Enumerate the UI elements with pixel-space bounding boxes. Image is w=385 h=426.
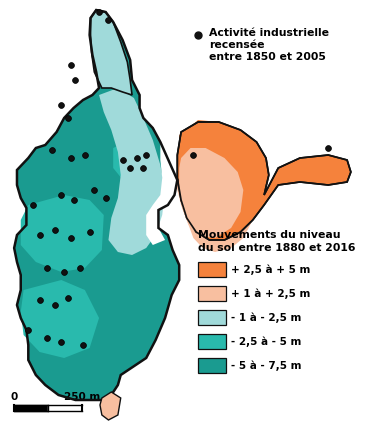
Polygon shape xyxy=(179,120,264,175)
Polygon shape xyxy=(100,392,121,420)
Text: + 1 à + 2,5 m: + 1 à + 2,5 m xyxy=(231,288,310,299)
Text: 250 m: 250 m xyxy=(64,392,100,402)
Polygon shape xyxy=(179,148,243,238)
Polygon shape xyxy=(113,140,149,188)
Text: - 5 à - 7,5 m: - 5 à - 7,5 m xyxy=(231,360,301,371)
Text: + 2,5 à + 5 m: + 2,5 à + 5 m xyxy=(231,264,310,275)
Bar xyxy=(198,334,226,349)
Text: du sol entre 1880 et 2016: du sol entre 1880 et 2016 xyxy=(198,243,356,253)
Text: Mouvements du niveau: Mouvements du niveau xyxy=(198,230,341,240)
Polygon shape xyxy=(140,100,160,128)
Polygon shape xyxy=(21,280,99,358)
Polygon shape xyxy=(177,122,351,240)
Bar xyxy=(198,358,226,373)
Text: entre 1850 et 2005: entre 1850 et 2005 xyxy=(209,52,326,62)
Polygon shape xyxy=(14,10,179,400)
Polygon shape xyxy=(21,195,104,272)
Polygon shape xyxy=(174,128,262,252)
Polygon shape xyxy=(99,88,165,255)
Text: recensée: recensée xyxy=(209,40,265,50)
Text: Activité industrielle: Activité industrielle xyxy=(209,28,330,38)
Text: 0: 0 xyxy=(10,392,18,402)
Text: - 2,5 à - 5 m: - 2,5 à - 5 m xyxy=(231,336,301,347)
Bar xyxy=(198,286,226,301)
Polygon shape xyxy=(90,10,132,95)
Polygon shape xyxy=(146,132,181,245)
Bar xyxy=(198,310,226,325)
Text: - 1 à - 2,5 m: - 1 à - 2,5 m xyxy=(231,312,301,323)
Bar xyxy=(198,262,226,277)
